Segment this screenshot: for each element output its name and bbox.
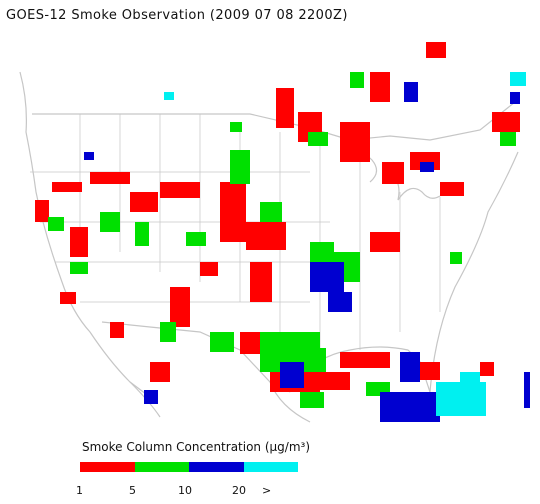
pacific-coastline bbox=[19, 71, 151, 398]
legend-swatch-red bbox=[80, 462, 135, 472]
smoke-cyan bbox=[164, 72, 526, 416]
legend-swatch-cyan bbox=[243, 462, 298, 472]
page-title: GOES-12 Smoke Observation (2009 07 08 22… bbox=[6, 8, 348, 23]
legend-title: Smoke Column Concentration (µg/m³) bbox=[82, 440, 310, 454]
legend-tick-label: 20 bbox=[232, 484, 246, 497]
legend-swatch-green bbox=[134, 462, 189, 472]
smoke-green bbox=[48, 72, 516, 408]
legend-tick-label: 5 bbox=[129, 484, 136, 497]
legend-color-bar bbox=[80, 462, 298, 472]
canada-border bbox=[32, 101, 516, 141]
legend-tick-label: 1 bbox=[76, 484, 83, 497]
smoke-blue bbox=[84, 82, 530, 422]
legend-swatch-blue bbox=[189, 462, 244, 472]
legend-tick-label: 10 bbox=[178, 484, 192, 497]
atlantic-coastline bbox=[429, 151, 519, 393]
legend-tick-label: > bbox=[262, 484, 272, 497]
smoke-map bbox=[19, 42, 530, 423]
